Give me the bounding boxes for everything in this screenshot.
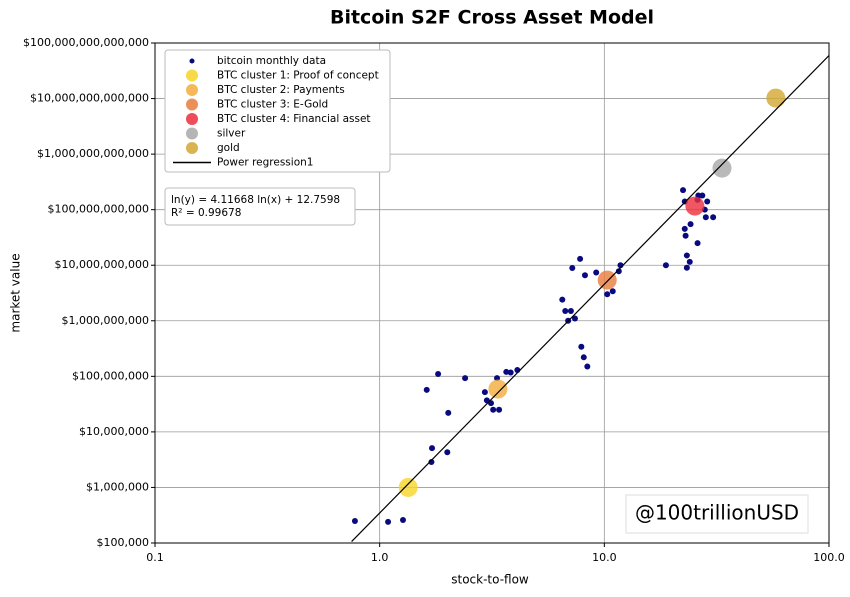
data-point: [490, 406, 497, 413]
data-point: [682, 232, 689, 239]
data-point: [681, 225, 688, 232]
y-tick-label: $100,000,000: [72, 369, 149, 382]
annotation-text: R² = 0.99678: [171, 207, 241, 219]
marks: [351, 55, 829, 543]
data-point: [710, 214, 717, 221]
data-point: [567, 307, 574, 314]
x-axis-label: stock-to-flow: [451, 573, 529, 587]
data-point: [593, 269, 600, 276]
data-point: [435, 371, 442, 378]
chart-title: Bitcoin S2F Cross Asset Model: [330, 7, 654, 29]
data-point: [685, 196, 705, 216]
data-point: [385, 518, 392, 525]
data-point: [712, 158, 732, 178]
y-tick-label: $100,000: [97, 536, 150, 549]
regression-line: [351, 55, 829, 543]
data-point: [578, 343, 585, 350]
y-tick-label: $10,000,000,000: [55, 258, 149, 271]
legend-label: BTC cluster 3: E-Gold: [217, 99, 328, 111]
legend-box: [164, 49, 391, 173]
data-point: [580, 354, 587, 361]
y-tick-label: $100,000,000,000: [48, 203, 149, 216]
legend-marker: [186, 127, 198, 140]
y-axis-label: market value: [9, 253, 23, 332]
data-point: [562, 307, 569, 314]
data-point: [687, 221, 694, 228]
data-point: [604, 291, 611, 298]
y-tick-label: $1,000,000,000: [62, 314, 149, 327]
annotation-text: ln(y) = 4.11668 ln(x) + 12.7598: [171, 194, 340, 206]
data-point: [766, 88, 786, 108]
legend-marker: [186, 69, 198, 82]
x-tick-label: 10.0: [592, 551, 617, 564]
legend-label: BTC cluster 4: Financial asset: [217, 113, 371, 125]
data-point: [423, 386, 430, 393]
legend-label: bitcoin monthly data: [217, 55, 326, 67]
legend-label: BTC cluster 2: Payments: [217, 84, 345, 96]
data-point: [571, 315, 578, 322]
data-point: [699, 192, 706, 199]
legend-marker: [186, 113, 198, 125]
data-point: [428, 459, 435, 466]
data-point: [662, 262, 669, 269]
legend-marker: [186, 98, 198, 111]
data-point: [683, 252, 690, 259]
data-point: [494, 375, 501, 382]
data-point: [496, 406, 503, 413]
y-tick-label: $10,000,000: [79, 425, 149, 438]
data-point: [702, 214, 709, 221]
data-point: [615, 268, 622, 275]
data-point: [584, 363, 591, 370]
data-point: [609, 288, 616, 295]
data-point: [507, 369, 514, 376]
data-point: [559, 296, 566, 303]
x-tick-label: 0.1: [146, 551, 164, 564]
y-tick-label: $10,000,000,000,000: [30, 92, 149, 105]
data-point: [577, 255, 584, 262]
legend-label: BTC cluster 1: Proof of concept: [217, 70, 379, 82]
legend-label: Power regression1: [217, 157, 313, 169]
legend-marker: [186, 142, 198, 154]
data-point: [704, 198, 711, 205]
data-point: [462, 375, 469, 382]
data-point: [481, 389, 488, 396]
legend-label: silver: [217, 128, 246, 140]
x-tick-label: 1.0: [371, 551, 389, 564]
data-point: [694, 240, 701, 247]
data-point: [569, 265, 576, 272]
data-point: [398, 477, 418, 497]
data-point: [683, 264, 690, 271]
data-point: [680, 187, 687, 194]
y-tick-label: $1,000,000: [86, 480, 149, 493]
data-point: [686, 258, 693, 265]
y-tick-label: $1,000,000,000,000: [37, 147, 149, 160]
data-point: [597, 270, 617, 290]
data-point: [445, 409, 452, 416]
legend-marker: [189, 58, 195, 64]
data-point: [503, 368, 510, 375]
watermark-box: [625, 494, 809, 534]
data-point: [488, 379, 508, 399]
data-point: [351, 517, 358, 524]
data-point: [429, 445, 436, 452]
legend: bitcoin monthly data BTC cluster 1: Proof…: [164, 49, 391, 173]
watermark: @100trillionUSD: [635, 501, 799, 525]
data-point: [444, 449, 451, 456]
y-tick-label: $100,000,000,000,000: [23, 36, 149, 49]
annotation-box: [164, 187, 356, 226]
data-point: [399, 516, 406, 523]
data-point: [581, 272, 588, 279]
x-tick-label: 100.0: [813, 551, 845, 564]
legend-marker: [186, 84, 198, 96]
plot-frame: [154, 42, 830, 544]
legend-label: gold: [217, 142, 240, 154]
